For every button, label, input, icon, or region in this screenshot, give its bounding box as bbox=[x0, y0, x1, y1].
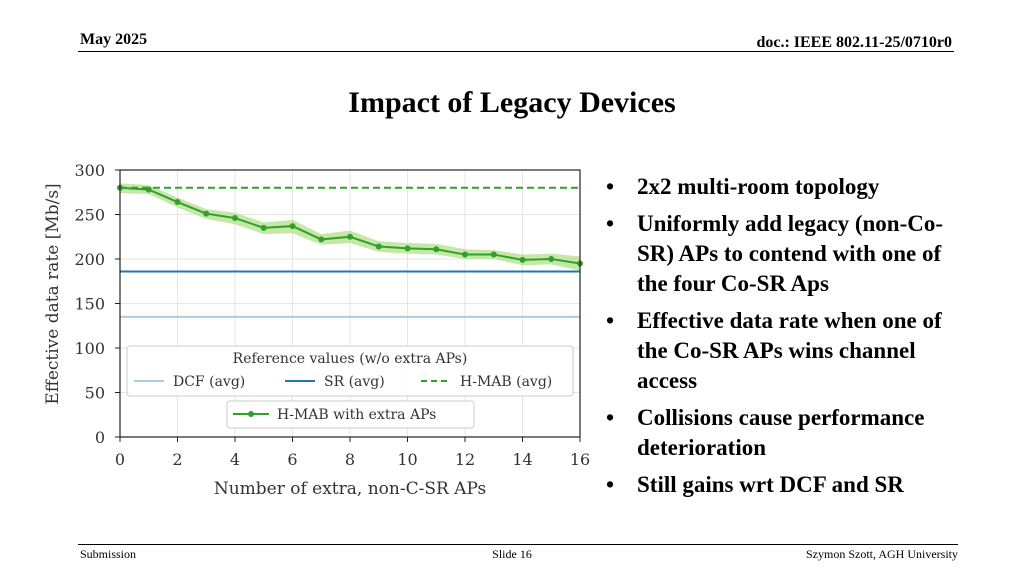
x-tick-label: 8 bbox=[345, 450, 355, 469]
series-legend-label: H-MAB with extra APs bbox=[277, 407, 436, 423]
data-point bbox=[318, 236, 325, 243]
series-legend: H-MAB with extra APs bbox=[226, 400, 475, 429]
bullet-item: 2x2 multi-room topology bbox=[606, 172, 976, 202]
confidence-band bbox=[120, 183, 580, 271]
reference-legend-title: Reference values (w/o extra APs) bbox=[233, 351, 468, 367]
series-layer bbox=[117, 184, 583, 267]
x-tick-label: 16 bbox=[570, 450, 590, 469]
series-legend-marker bbox=[248, 411, 254, 417]
data-point bbox=[203, 210, 210, 217]
data-point bbox=[433, 246, 440, 253]
reference-legend-label: H-MAB (avg) bbox=[460, 374, 552, 390]
x-tick-label: 6 bbox=[287, 450, 297, 469]
data-point bbox=[174, 199, 181, 206]
data-point bbox=[260, 224, 267, 231]
data-point bbox=[289, 223, 296, 230]
data-point bbox=[375, 243, 382, 250]
data-point bbox=[145, 186, 152, 193]
y-axis-label: Effective data rate [Mb/s] bbox=[43, 183, 63, 404]
data-point bbox=[347, 233, 353, 240]
y-tick-label: 250 bbox=[74, 206, 105, 225]
confidence-band-layer bbox=[120, 183, 580, 271]
y-tick-label: 200 bbox=[74, 250, 105, 269]
reference-lines bbox=[120, 186, 580, 318]
y-tick-label: 100 bbox=[74, 339, 105, 358]
reference-legend-label: DCF (avg) bbox=[173, 374, 245, 390]
header-rule bbox=[78, 51, 954, 52]
y-tick-label: 50 bbox=[85, 384, 105, 403]
axis-ticks: 0 2 4 6 8 10 12 14 16 0 50 100 150 200 250 300 bbox=[74, 161, 590, 469]
x-tick-label: 2 bbox=[172, 450, 182, 469]
data-point bbox=[404, 245, 411, 252]
x-tick-label: 14 bbox=[512, 450, 532, 469]
data-point bbox=[519, 256, 526, 263]
y-tick-label: 300 bbox=[74, 161, 105, 180]
bullet-item: Uniformly add legacy (non-Co-SR) APs to … bbox=[606, 209, 976, 299]
data-point bbox=[462, 251, 468, 258]
data-point bbox=[490, 251, 497, 258]
x-axis-label: Number of extra, non-C-SR APs bbox=[214, 479, 486, 499]
footer-submission: Submission bbox=[80, 547, 137, 561]
bullet-item: Effective data rate when one of the Co-S… bbox=[606, 306, 976, 396]
bullet-item: Collisions cause performance deteriorati… bbox=[606, 403, 976, 463]
bullet-list: 2x2 multi-room topology Uniformly add le… bbox=[606, 172, 976, 507]
x-tick-label: 12 bbox=[455, 450, 475, 469]
header-date: May 2025 bbox=[80, 31, 148, 48]
series-legend-box bbox=[226, 400, 475, 429]
reference-legend: Reference values (w/o extra APs) DCF (av… bbox=[126, 345, 574, 397]
reference-legend-label: SR (avg) bbox=[324, 374, 385, 390]
header-doc-id: doc.: IEEE 802.11-25/0710r0 bbox=[756, 34, 952, 51]
y-tick-label: 150 bbox=[74, 295, 105, 314]
x-tick-label: 10 bbox=[397, 450, 417, 469]
data-point bbox=[548, 256, 555, 262]
footer-slide-number: Slide 16 bbox=[492, 547, 532, 561]
x-tick-label: 0 bbox=[115, 450, 125, 469]
footer-rule bbox=[78, 544, 958, 545]
y-tick-label: 0 bbox=[95, 428, 105, 447]
footer-author: Szymon Szott, AGH University bbox=[806, 547, 958, 561]
x-tick-label: 4 bbox=[230, 450, 240, 469]
reference-legend-box bbox=[126, 345, 574, 397]
line-chart: 0 2 4 6 8 10 12 14 16 0 50 100 150 200 250 300 Referenc… bbox=[43, 161, 590, 499]
data-point bbox=[232, 215, 238, 222]
bullet-item: Still gains wrt DCF and SR bbox=[606, 470, 976, 500]
slide-title: Impact of Legacy Devices bbox=[348, 86, 676, 119]
